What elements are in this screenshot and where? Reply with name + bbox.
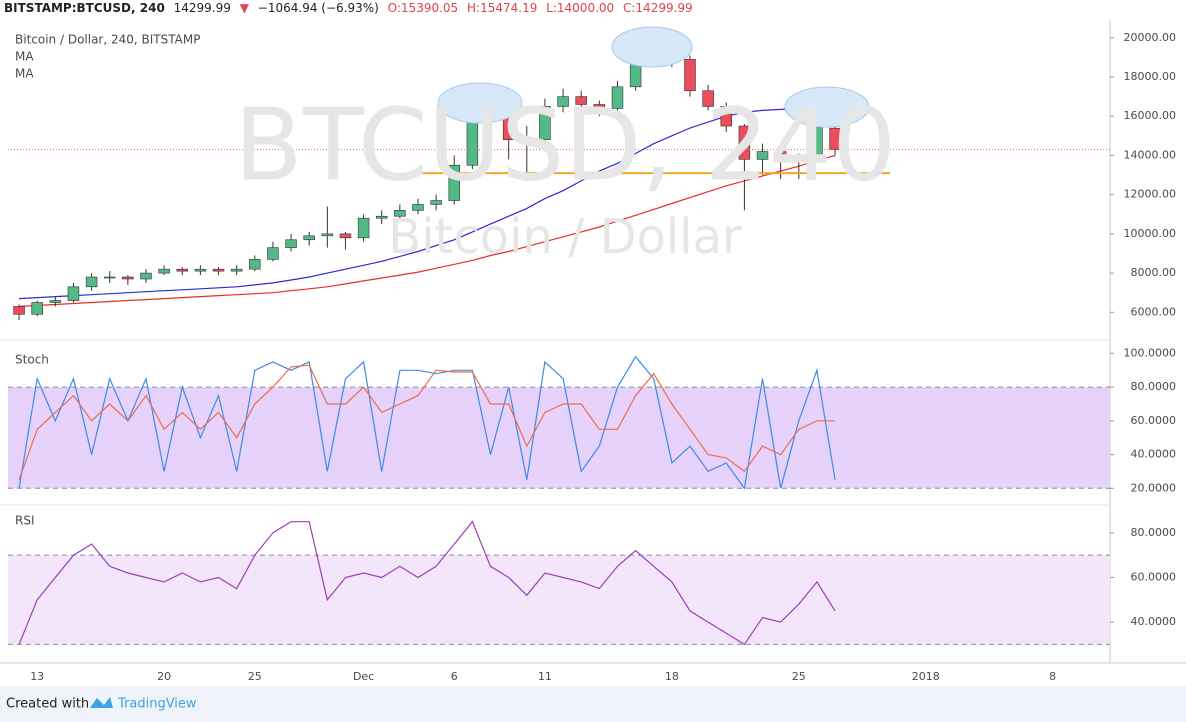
- candle-body: [684, 59, 696, 92]
- candle-body: [430, 200, 442, 205]
- candle-body: [738, 125, 751, 160]
- pane-title: RSI: [15, 514, 35, 528]
- y-tick-label: 10000.00: [1124, 227, 1177, 240]
- x-tick-label: 2018: [912, 670, 940, 683]
- x-tick-label: 25: [248, 670, 262, 683]
- candle-body: [793, 157, 805, 160]
- candle-body: [303, 235, 315, 241]
- highlight-ellipse: [784, 86, 870, 128]
- ohlc: C:14299.99: [623, 1, 693, 15]
- y-tick-label: 60.0000: [1131, 570, 1177, 583]
- highlight-ellipse: [611, 26, 693, 68]
- candle-body: [230, 268, 243, 272]
- candle-body: [158, 268, 170, 274]
- y-tick-label: 18000.00: [1124, 70, 1177, 83]
- y-tick-label: 80.0000: [1131, 526, 1177, 539]
- ohlc: L:14000.00: [546, 1, 615, 15]
- indicator-line: [18, 520, 836, 646]
- candle-body: [285, 239, 297, 248]
- candle-body: [140, 272, 152, 280]
- candle-body: [702, 90, 714, 107]
- x-tick-label: Dec: [353, 670, 374, 683]
- chart-title: Bitcoin / Dollar, 240, BITSTAMP: [15, 33, 200, 47]
- header: BITSTAMP:BTCUSD, 240 14299.99 ▼ −1064.94…: [4, 1, 698, 15]
- y-tick-label: 40.0000: [1131, 448, 1177, 461]
- candle-body: [103, 276, 116, 279]
- legend-entry: MA: [15, 50, 34, 64]
- x-tick-label: 20: [157, 670, 171, 683]
- candle-body: [593, 104, 606, 109]
- candle-body: [375, 215, 388, 219]
- candle-body: [122, 276, 134, 280]
- footer-band: [0, 686, 1186, 722]
- pane-title: Stoch: [15, 353, 49, 367]
- footer-text: Created with: [6, 697, 89, 712]
- x-tick-label: 11: [538, 670, 552, 683]
- y-tick-label: 60.0000: [1131, 414, 1177, 427]
- x-tick-label: 6: [451, 670, 458, 683]
- candle-body: [720, 106, 733, 127]
- band-fill: [8, 387, 1110, 489]
- y-tick-label: 40.0000: [1131, 615, 1177, 628]
- annotations: [437, 26, 870, 128]
- y-tick-label: 14000.00: [1124, 148, 1177, 161]
- x-tick-label: 25: [792, 670, 806, 683]
- moving-average: [19, 154, 836, 307]
- candle-body: [13, 306, 25, 315]
- indicator-line: [18, 364, 836, 481]
- watermark: BTCUSD, 240: [234, 86, 896, 203]
- x-tick-label: 18: [665, 670, 679, 683]
- indicator-line: [18, 355, 836, 490]
- brand-logo: [90, 697, 113, 708]
- y-tick-label: 8000.00: [1131, 266, 1177, 279]
- y-tick-label: 80.0000: [1131, 380, 1177, 393]
- moving-average: [19, 107, 836, 300]
- candle-body: [339, 233, 352, 239]
- candle-body: [321, 233, 334, 237]
- plot-layer: [8, 43, 1110, 646]
- y-tick-label: 20.0000: [1131, 481, 1177, 494]
- x-tick-label: 13: [30, 670, 44, 683]
- y-tick-label: 12000.00: [1124, 188, 1177, 201]
- watermark: Bitcoin / Dollar: [388, 209, 742, 265]
- candle-body: [539, 106, 551, 141]
- candle-body: [521, 139, 533, 142]
- change: −1064.94 (−6.93%): [257, 1, 379, 15]
- symbol: BITSTAMP:BTCUSD, 240: [4, 1, 165, 15]
- candle-body: [67, 286, 80, 301]
- x-tick-label: 8: [1049, 670, 1056, 683]
- y-tick-label: 6000.00: [1131, 305, 1177, 318]
- ohlc: O:15390.05: [387, 1, 459, 15]
- candle-body: [774, 151, 787, 160]
- candle-body: [756, 151, 769, 160]
- candle-body: [575, 96, 587, 105]
- arrow: ▼: [239, 1, 249, 15]
- candle-body: [357, 217, 370, 239]
- candle-body: [557, 96, 569, 107]
- candle-body: [49, 300, 62, 303]
- candle-body: [394, 210, 406, 217]
- candle-body: [194, 268, 207, 272]
- candle-body: [212, 268, 225, 272]
- ohlc: H:15474.19: [467, 1, 538, 15]
- price: 14299.99: [173, 1, 231, 15]
- candle-body: [448, 164, 461, 201]
- candle-body: [412, 204, 424, 211]
- highlight-ellipse: [437, 82, 523, 124]
- candle-body: [31, 302, 43, 315]
- legend-entry: MA: [15, 67, 34, 81]
- candle-body: [611, 86, 624, 109]
- y-tick-label: 100.0000: [1124, 346, 1177, 359]
- candle-body: [176, 268, 189, 272]
- candle-body: [267, 247, 279, 260]
- band-fill: [8, 555, 1110, 645]
- footer-brand[interactable]: TradingView: [117, 697, 197, 712]
- y-tick-label: 16000.00: [1124, 109, 1177, 122]
- y-tick-label: 20000.00: [1124, 31, 1177, 44]
- candle-body: [829, 127, 841, 150]
- candle-body: [85, 276, 98, 288]
- candle-body: [249, 259, 261, 270]
